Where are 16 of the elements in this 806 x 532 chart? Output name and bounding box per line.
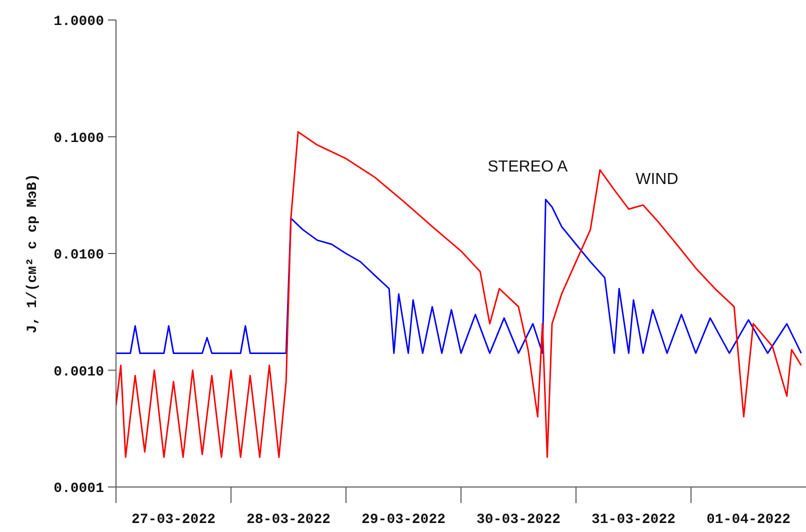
y-axis-title: J, 1/(см² с ср МэВ): [25, 174, 41, 334]
x-tick-label: 28-03-2022: [246, 512, 331, 528]
x-tick-label: 29-03-2022: [361, 512, 446, 528]
y-tick-label: 0.0001: [54, 481, 104, 497]
line-series: [116, 131, 802, 458]
y-tick-label: 1.0000: [54, 14, 104, 30]
x-tick-label: 31-03-2022: [591, 512, 676, 528]
x-tick-label: 30-03-2022: [476, 512, 561, 528]
y-tick-label: 0.0100: [54, 248, 104, 264]
x-tick-label: 27-03-2022: [131, 512, 216, 528]
line-series: [116, 198, 802, 354]
text: STEREO A: [488, 158, 568, 176]
y-tick-label: 0.0010: [54, 364, 104, 380]
y-tick-label: 0.1000: [54, 130, 104, 147]
series-label: WIND: [636, 170, 678, 188]
x-tick-label: 01-04-2022: [706, 512, 791, 528]
